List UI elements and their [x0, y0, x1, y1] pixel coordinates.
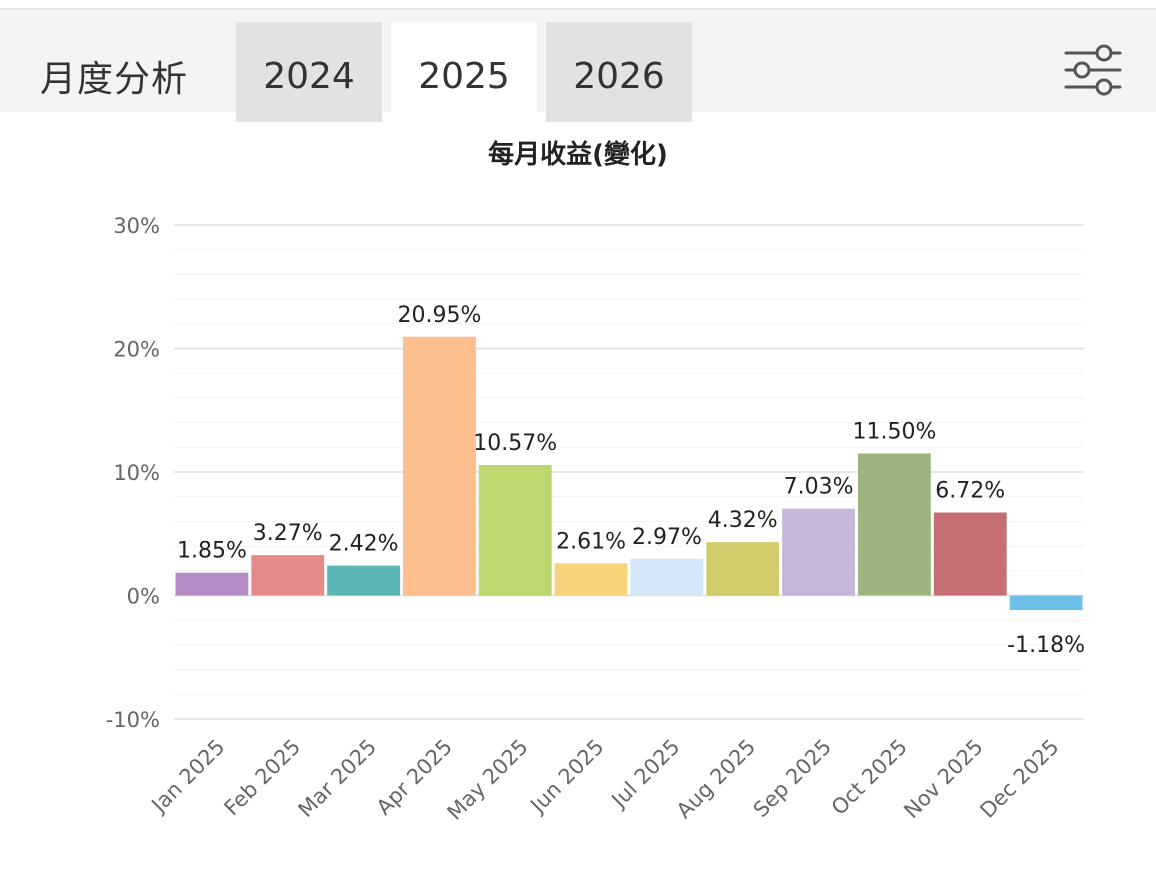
data-label: 2.97% [632, 525, 702, 550]
tab-2024[interactable]: 2024 [236, 22, 382, 122]
bar [175, 572, 249, 596]
bar [933, 512, 1007, 596]
x-tick-label: Dec 2025 [975, 735, 1063, 823]
bar [1009, 595, 1083, 611]
page-title: 月度分析 [40, 59, 189, 100]
bar [782, 508, 855, 596]
y-tick-label: 20% [113, 338, 160, 362]
bar [554, 563, 628, 596]
x-tick-label: Sep 2025 [749, 735, 836, 822]
y-tick-label: 30% [113, 214, 160, 238]
data-label: -1.18% [1007, 633, 1085, 658]
y-tick-label: -10% [106, 708, 160, 732]
x-tick-label: Jun 2025 [525, 735, 609, 819]
bar [706, 542, 780, 596]
y-tick-label: 0% [127, 585, 160, 609]
filter-button[interactable] [1060, 40, 1126, 100]
data-label: 6.72% [935, 479, 1005, 504]
x-tick-label: Jan 2025 [146, 735, 230, 819]
data-label: 11.50% [852, 419, 936, 444]
tab-label: 2026 [573, 55, 665, 97]
y-tick-label: 10% [113, 461, 160, 485]
bar [251, 555, 325, 596]
x-tick-label: Feb 2025 [220, 735, 306, 821]
data-label: 4.32% [708, 508, 778, 533]
x-tick-label: Nov 2025 [899, 735, 987, 823]
bar [403, 336, 476, 596]
data-label: 2.61% [556, 529, 626, 554]
bar [478, 464, 552, 596]
data-label: 2.42% [329, 532, 399, 557]
x-tick-label: Jul 2025 [606, 735, 685, 814]
x-tick-label: Mar 2025 [294, 735, 382, 823]
chart-title: 每月收益(變化) [488, 140, 668, 170]
data-label: 20.95% [397, 303, 481, 328]
tab-label: 2024 [263, 55, 355, 97]
header-bar: 月度分析 2024 2025 2026 [0, 10, 1156, 122]
bar [630, 558, 704, 596]
data-label: 3.27% [253, 521, 323, 546]
top-divider [0, 8, 1156, 10]
data-label: 7.03% [784, 475, 854, 500]
data-label: 10.57% [473, 431, 557, 456]
tab-2025[interactable]: 2025 [391, 22, 537, 122]
bar [327, 565, 400, 596]
sliders-icon [1064, 44, 1122, 96]
data-label: 1.85% [177, 539, 247, 564]
x-tick-label: May 2025 [443, 735, 533, 825]
tab-label: 2025 [418, 55, 510, 97]
tab-2026[interactable]: 2026 [546, 22, 692, 122]
bar [858, 453, 931, 596]
x-tick-label: Aug 2025 [672, 735, 760, 823]
